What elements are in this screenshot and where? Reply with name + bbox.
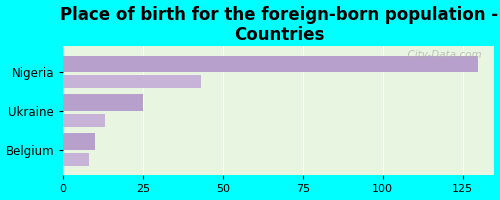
Text: City-Data.com: City-Data.com [401, 50, 481, 60]
Bar [63, 56, 478, 72]
Bar [63, 94, 143, 111]
Title: Place of birth for the foreign-born population -
Countries: Place of birth for the foreign-born popu… [60, 6, 498, 44]
Bar [63, 153, 89, 166]
Bar [63, 133, 95, 150]
Bar [63, 75, 200, 88]
Bar [63, 114, 104, 127]
